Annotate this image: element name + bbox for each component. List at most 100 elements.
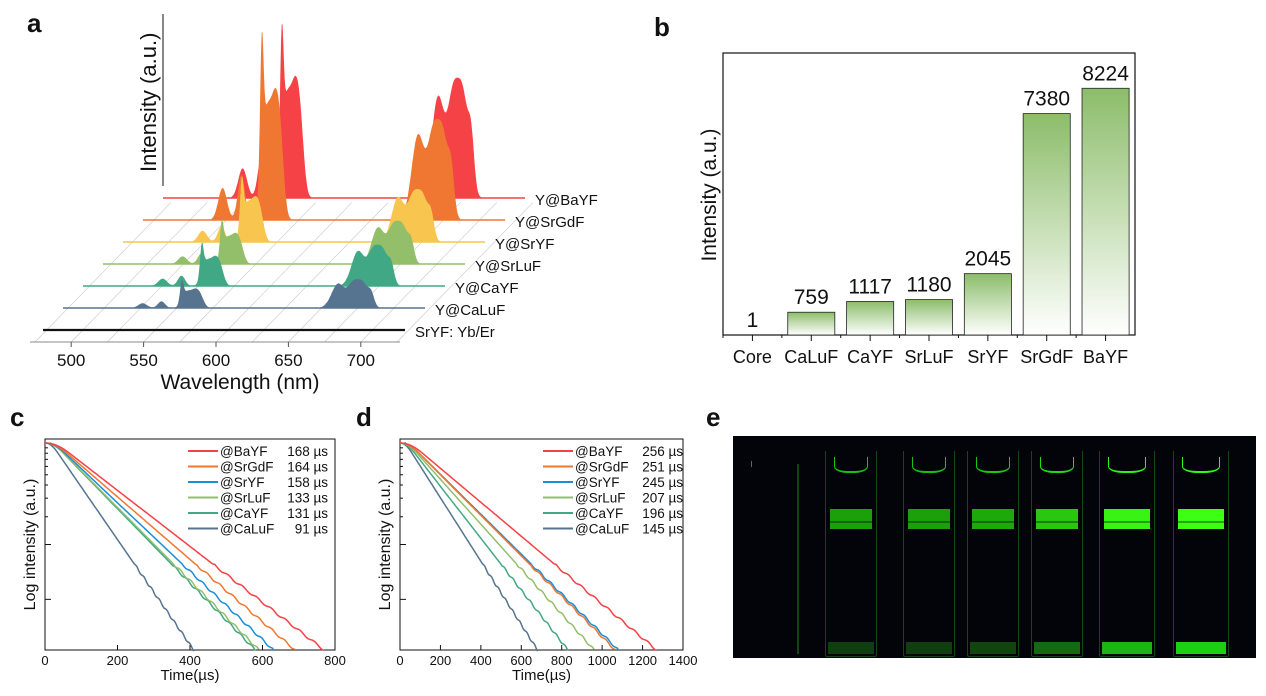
band-stripe bbox=[972, 521, 1014, 523]
chart-c-decay: 0 200 400 600 800 Time(µs) Log intensity (a.u.… bbox=[22, 438, 346, 684]
cuvette-meniscus bbox=[1040, 457, 1074, 473]
cuvette-meniscus bbox=[912, 457, 946, 473]
x-tick-label: 600 bbox=[252, 653, 274, 668]
cuvette-bottom-glow bbox=[1176, 642, 1226, 654]
chart-a-waterfall: Y@BaYF Y@SrGdF Y@SrYF Y@SrLuF Y@CaYF Y@CaLuF S… bbox=[30, 14, 598, 394]
legend-lifetime: 133 µs bbox=[287, 491, 328, 506]
cuvette-bottom-glow bbox=[828, 642, 874, 654]
a-series-label: Y@SrYF bbox=[495, 236, 554, 253]
cuvette-bottom-glow bbox=[1102, 642, 1152, 654]
legend-label: @SrGdF bbox=[220, 460, 273, 475]
a-spectrum-BaYF bbox=[163, 24, 525, 199]
legend-label: @SrYF bbox=[220, 475, 264, 490]
luminescent-band bbox=[972, 509, 1014, 529]
a-grid-line bbox=[107, 202, 244, 343]
b-ylabel: Intensity (a.u.) bbox=[698, 128, 721, 261]
a-x-tick-label: 600 bbox=[202, 351, 230, 370]
a-series-label: Y@BaYF bbox=[535, 192, 598, 209]
legend-label: @SrLuF bbox=[220, 491, 270, 506]
b-value-label: 1 bbox=[747, 309, 759, 332]
y-axis-label: Log intensity (a.u.) bbox=[377, 479, 394, 611]
band-stripe bbox=[1036, 521, 1078, 523]
cuvette bbox=[1173, 451, 1229, 657]
a-ylabel: Intensity (a.u.) bbox=[136, 33, 161, 172]
a-grid-line bbox=[360, 202, 498, 343]
b-bar-SrYF bbox=[963, 273, 1012, 336]
decay-curve-BaYF bbox=[399, 442, 658, 652]
decay-curve-CaYF bbox=[399, 442, 569, 651]
x-tick-label: 1400 bbox=[669, 653, 698, 668]
decay-curve-CaLuF bbox=[399, 442, 539, 652]
x-tick-label: 800 bbox=[324, 653, 346, 668]
legend-lifetime: 245 µs bbox=[642, 475, 683, 490]
b-x-axis: Core CaLuF CaYF SrLuF SrYF SrGdF BaYF bbox=[722, 335, 1128, 367]
a-series-label: Y@SrGdF bbox=[515, 214, 584, 231]
cuvette-bottom-glow bbox=[1034, 642, 1080, 654]
cuvette bbox=[903, 451, 955, 657]
b-value-label: 759 bbox=[794, 286, 829, 309]
legend-label: @SrYF bbox=[575, 475, 619, 490]
a-x-tick-label: 650 bbox=[274, 351, 302, 370]
cuvette-meniscus bbox=[1108, 457, 1146, 473]
a-grid-line bbox=[34, 202, 172, 343]
b-x-tick-label: SrYF bbox=[967, 347, 1008, 367]
x-axis-label: Time(µs) bbox=[512, 667, 571, 684]
legend-lifetime: 91 µs bbox=[295, 522, 329, 537]
legend-label: @SrGdF bbox=[575, 460, 628, 475]
b-x-tick-label: Core bbox=[733, 347, 772, 367]
legend-lifetime: 256 µs bbox=[642, 444, 683, 459]
legend-label: @SrLuF bbox=[575, 491, 625, 506]
decay-curve-BaYF bbox=[44, 442, 325, 652]
b-value-label: 8224 bbox=[1082, 62, 1129, 85]
photo-cuvettes bbox=[733, 436, 1256, 658]
chart-b-bar: 1 759 1117 1180 2045 7380 8224 Core CaLuF CaYF Sr… bbox=[698, 52, 1136, 367]
b-bars-group: 1 759 1117 1180 2045 7380 8224 bbox=[747, 62, 1130, 336]
decay-curve-SrYF_decay bbox=[44, 442, 274, 650]
x-tick-label: 1000 bbox=[588, 653, 617, 668]
decay-curve-SrLuF bbox=[44, 442, 260, 650]
x-tick-label: 0 bbox=[41, 653, 48, 668]
x-axis-label: Time(µs) bbox=[161, 667, 220, 684]
a-x-tick-label: 550 bbox=[129, 351, 157, 370]
b-x-tick-label: CaLuF bbox=[784, 347, 838, 367]
legend-label: @CaYF bbox=[575, 506, 623, 521]
cuvette-meniscus bbox=[976, 457, 1010, 473]
x-tick-label: 1200 bbox=[628, 653, 657, 668]
cuvette-bottom-glow bbox=[970, 642, 1016, 654]
decay-curve-SrGdF bbox=[399, 442, 616, 651]
cuvette bbox=[1031, 451, 1083, 657]
luminescent-band bbox=[1036, 509, 1078, 529]
legend-lifetime: 196 µs bbox=[642, 506, 683, 521]
legend-lifetime: 131 µs bbox=[287, 506, 328, 521]
photo-empty-cuvette-edge bbox=[751, 461, 752, 467]
legend-label: @CaLuF bbox=[220, 522, 274, 537]
a-grid-line bbox=[396, 202, 534, 343]
decay-curve-CaLuF bbox=[44, 442, 195, 652]
b-bar-CaLuF bbox=[787, 311, 836, 336]
legend-label: @CaYF bbox=[220, 506, 268, 521]
panel-c-label: c bbox=[10, 402, 25, 432]
legend-lifetime: 164 µs bbox=[287, 460, 328, 475]
a-spectrum-CaLuF bbox=[63, 279, 425, 308]
legend-label: @BaYF bbox=[575, 444, 622, 459]
b-value-label: 2045 bbox=[964, 248, 1011, 271]
a-grid-line bbox=[251, 202, 389, 343]
a-series-group: Y@BaYF Y@SrGdF Y@SrYF Y@SrLuF Y@CaYF Y@CaLuF S… bbox=[43, 24, 598, 341]
b-x-tick-label: BaYF bbox=[1083, 347, 1128, 367]
b-bar-SrGdF bbox=[1022, 113, 1071, 336]
a-perspective-grid bbox=[34, 202, 534, 343]
x-tick-label: 400 bbox=[179, 653, 201, 668]
b-value-label: 1117 bbox=[848, 275, 892, 298]
b-value-label: 1180 bbox=[906, 274, 951, 297]
luminescent-band bbox=[908, 509, 950, 529]
decay-curve-SrLuF bbox=[399, 442, 595, 650]
x-tick-label: 0 bbox=[396, 653, 403, 668]
legend-lifetime: 207 µs bbox=[642, 491, 683, 506]
legend-lifetime: 251 µs bbox=[642, 460, 683, 475]
panel-a-label: a bbox=[27, 8, 42, 38]
a-spectrum-CaYF bbox=[83, 242, 445, 286]
a-x-tick-label: 500 bbox=[57, 351, 85, 370]
a-grid-line bbox=[179, 202, 317, 343]
decay-curve-SrGdF bbox=[44, 442, 296, 651]
legend-lifetime: 145 µs bbox=[642, 522, 683, 537]
